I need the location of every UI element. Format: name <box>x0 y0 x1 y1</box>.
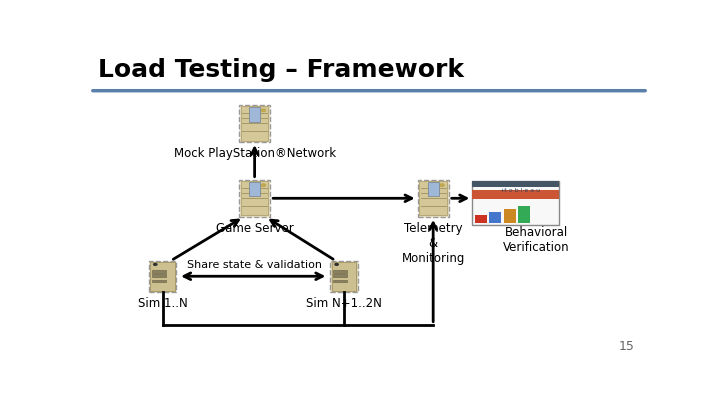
FancyBboxPatch shape <box>472 181 559 187</box>
FancyBboxPatch shape <box>332 262 356 291</box>
Text: +t·o·b·l·e·a·u: +t·o·b·l·e·a·u <box>499 188 541 193</box>
FancyBboxPatch shape <box>249 182 260 196</box>
Circle shape <box>153 264 157 265</box>
FancyBboxPatch shape <box>152 270 166 273</box>
FancyBboxPatch shape <box>475 215 487 223</box>
Text: Mock PlayStation®Network: Mock PlayStation®Network <box>174 147 336 160</box>
FancyBboxPatch shape <box>152 274 166 277</box>
Circle shape <box>261 109 266 112</box>
FancyBboxPatch shape <box>518 206 530 223</box>
FancyBboxPatch shape <box>239 105 270 142</box>
Text: Load Testing – Framework: Load Testing – Framework <box>99 58 464 82</box>
Text: Behavioral
Verification: Behavioral Verification <box>503 226 570 254</box>
Text: Sim 1..N: Sim 1..N <box>138 296 187 309</box>
Circle shape <box>440 184 444 186</box>
Text: Share state & validation: Share state & validation <box>187 260 322 270</box>
FancyBboxPatch shape <box>241 181 269 215</box>
Text: Game Server: Game Server <box>216 222 294 234</box>
Text: 15: 15 <box>618 340 634 353</box>
FancyBboxPatch shape <box>472 190 559 198</box>
FancyBboxPatch shape <box>333 280 347 283</box>
Text: Telemetry
&
Monitoring: Telemetry & Monitoring <box>402 222 465 265</box>
FancyBboxPatch shape <box>241 106 269 141</box>
FancyBboxPatch shape <box>150 262 175 291</box>
FancyBboxPatch shape <box>420 181 447 215</box>
FancyBboxPatch shape <box>490 212 501 223</box>
FancyBboxPatch shape <box>418 179 449 217</box>
Circle shape <box>261 184 266 186</box>
FancyBboxPatch shape <box>333 274 347 277</box>
FancyBboxPatch shape <box>152 280 166 283</box>
FancyBboxPatch shape <box>148 261 176 292</box>
FancyBboxPatch shape <box>504 209 516 223</box>
Text: Sim N+1..2N: Sim N+1..2N <box>306 296 382 309</box>
FancyBboxPatch shape <box>239 179 270 217</box>
FancyBboxPatch shape <box>330 261 358 292</box>
FancyBboxPatch shape <box>472 181 559 225</box>
FancyBboxPatch shape <box>249 107 260 122</box>
Circle shape <box>335 264 338 265</box>
FancyBboxPatch shape <box>428 182 438 196</box>
FancyBboxPatch shape <box>333 270 347 273</box>
